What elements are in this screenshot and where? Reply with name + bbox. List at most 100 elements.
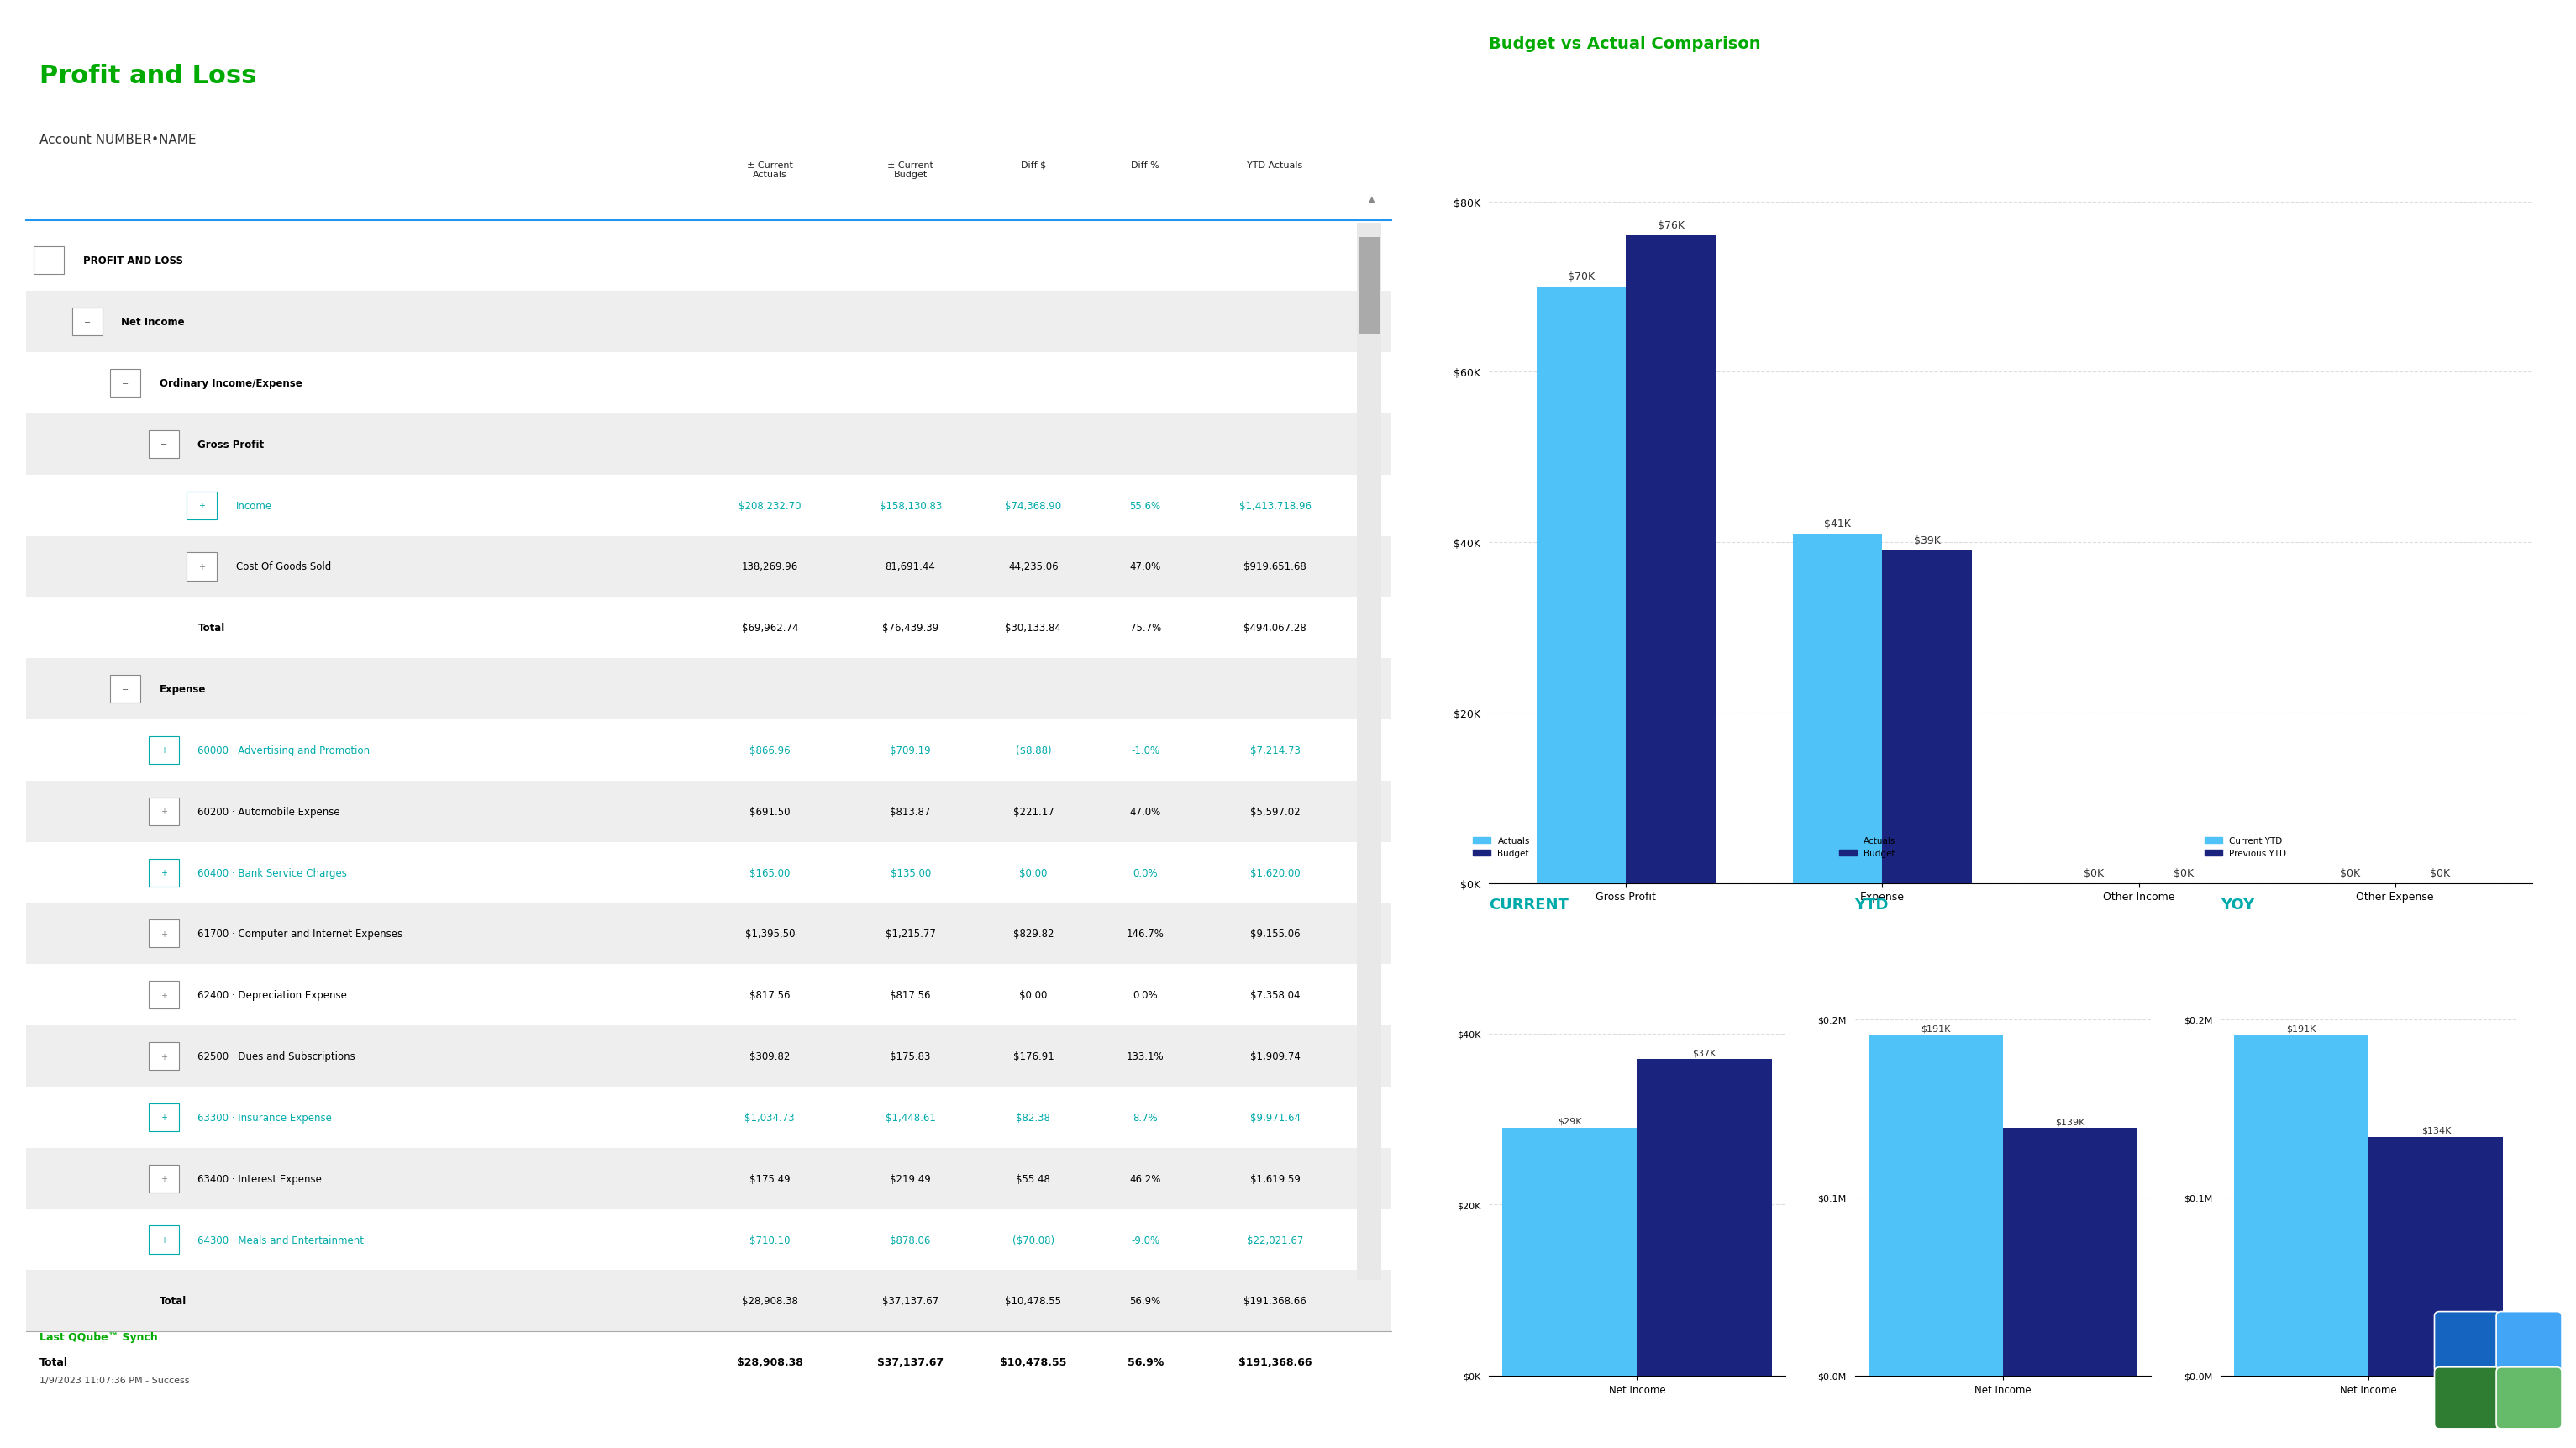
Text: Total: Total xyxy=(160,1296,185,1306)
Text: $829.82: $829.82 xyxy=(1012,928,1054,940)
Text: Expense: Expense xyxy=(160,683,206,695)
Text: −: − xyxy=(121,685,129,694)
Text: −: − xyxy=(121,379,129,388)
Bar xyxy=(1358,223,1381,1280)
Text: $866.96: $866.96 xyxy=(750,744,791,756)
Text: $817.56: $817.56 xyxy=(891,989,930,1001)
Text: $37K: $37K xyxy=(1692,1048,1716,1057)
Text: CURRENT: CURRENT xyxy=(1489,898,1569,912)
Text: $175.83: $175.83 xyxy=(891,1051,930,1061)
Bar xyxy=(26,904,1391,964)
Text: $139K: $139K xyxy=(2056,1118,2084,1125)
Text: $37,137.67: $37,137.67 xyxy=(878,1357,943,1367)
Text: $10,478.55: $10,478.55 xyxy=(999,1357,1066,1367)
Text: ± Current
Actuals: ± Current Actuals xyxy=(747,161,793,180)
Text: $813.87: $813.87 xyxy=(891,807,930,817)
Bar xyxy=(26,780,1391,843)
FancyBboxPatch shape xyxy=(188,553,216,581)
Text: 81,691.44: 81,691.44 xyxy=(886,562,935,572)
Text: Account NUMBER•NAME: Account NUMBER•NAME xyxy=(39,133,196,146)
Text: 60000 · Advertising and Promotion: 60000 · Advertising and Promotion xyxy=(198,744,371,756)
Text: Income: Income xyxy=(237,501,273,511)
Text: $221.17: $221.17 xyxy=(1012,807,1054,817)
Text: −: − xyxy=(46,256,52,265)
Text: $817.56: $817.56 xyxy=(750,989,791,1001)
FancyBboxPatch shape xyxy=(2496,1312,2561,1373)
Text: ▲: ▲ xyxy=(1368,194,1376,203)
Text: +: + xyxy=(160,1114,167,1122)
Text: +: + xyxy=(160,1174,167,1183)
Text: 46.2%: 46.2% xyxy=(1131,1173,1162,1184)
Text: 60400 · Bank Service Charges: 60400 · Bank Service Charges xyxy=(198,867,348,877)
Bar xyxy=(1625,236,1716,883)
Text: +: + xyxy=(160,808,167,815)
Text: $134K: $134K xyxy=(2421,1127,2450,1134)
Text: Last QQube™ Synch: Last QQube™ Synch xyxy=(39,1332,157,1342)
Text: $30,133.84: $30,133.84 xyxy=(1005,623,1061,634)
Text: $1,034.73: $1,034.73 xyxy=(744,1112,796,1122)
Text: $709.19: $709.19 xyxy=(891,744,930,756)
Text: $5,597.02: $5,597.02 xyxy=(1249,807,1301,817)
Bar xyxy=(1535,287,1625,883)
Bar xyxy=(26,1148,1391,1209)
Text: 0.0%: 0.0% xyxy=(1133,989,1157,1001)
Text: 62400 · Depreciation Expense: 62400 · Depreciation Expense xyxy=(198,989,348,1001)
Text: $165.00: $165.00 xyxy=(750,867,791,877)
Text: +: + xyxy=(160,869,167,877)
Text: Budget vs Actual Comparison: Budget vs Actual Comparison xyxy=(1489,36,1762,52)
FancyBboxPatch shape xyxy=(149,430,178,459)
Text: Profit and Loss: Profit and Loss xyxy=(39,64,258,88)
Text: $0K: $0K xyxy=(2084,867,2105,877)
Text: $191K: $191K xyxy=(1922,1025,1950,1032)
Bar xyxy=(26,964,1391,1025)
Text: $1,395.50: $1,395.50 xyxy=(744,928,796,940)
Text: $0K: $0K xyxy=(2174,867,2195,877)
Text: $309.82: $309.82 xyxy=(750,1051,791,1061)
Text: $74,368.90: $74,368.90 xyxy=(1005,501,1061,511)
Bar xyxy=(26,1025,1391,1087)
Bar xyxy=(26,1209,1391,1270)
Text: 56.9%: 56.9% xyxy=(1131,1296,1162,1306)
Text: $191,368.66: $191,368.66 xyxy=(1244,1296,1306,1306)
Text: 64300 · Meals and Entertainment: 64300 · Meals and Entertainment xyxy=(198,1234,363,1245)
FancyBboxPatch shape xyxy=(149,919,178,948)
Text: ($8.88): ($8.88) xyxy=(1015,744,1051,756)
Text: +: + xyxy=(198,563,206,571)
Bar xyxy=(2233,1035,2367,1376)
FancyBboxPatch shape xyxy=(149,859,178,886)
Text: -9.0%: -9.0% xyxy=(1131,1234,1159,1245)
Text: $1,909.74: $1,909.74 xyxy=(1249,1051,1301,1061)
Bar xyxy=(1636,1060,1772,1376)
Text: $0.00: $0.00 xyxy=(1020,867,1048,877)
Text: $191K: $191K xyxy=(2287,1025,2316,1032)
Bar xyxy=(26,353,1391,414)
Text: 55.6%: 55.6% xyxy=(1131,501,1162,511)
Text: Diff $: Diff $ xyxy=(1020,161,1046,169)
Text: 60200 · Automobile Expense: 60200 · Automobile Expense xyxy=(198,807,340,817)
Text: 1/9/2023 11:07:36 PM - Success: 1/9/2023 11:07:36 PM - Success xyxy=(39,1376,191,1384)
FancyBboxPatch shape xyxy=(72,308,103,336)
Text: PROFIT AND LOSS: PROFIT AND LOSS xyxy=(82,256,183,266)
Text: +: + xyxy=(160,1053,167,1060)
Legend: Actuals, Budget: Actuals, Budget xyxy=(1834,833,1899,862)
FancyBboxPatch shape xyxy=(33,248,64,275)
Bar xyxy=(1793,534,1883,883)
Text: +: + xyxy=(160,1235,167,1244)
Text: $191,368.66: $191,368.66 xyxy=(1239,1357,1311,1367)
Bar xyxy=(26,1270,1391,1332)
Text: −: − xyxy=(160,440,167,449)
Text: $710.10: $710.10 xyxy=(750,1234,791,1245)
Text: YTD: YTD xyxy=(1855,898,1888,912)
Text: $10,478.55: $10,478.55 xyxy=(1005,1296,1061,1306)
FancyBboxPatch shape xyxy=(188,492,216,520)
Text: Cost Of Goods Sold: Cost Of Goods Sold xyxy=(237,562,332,572)
Text: $28,908.38: $28,908.38 xyxy=(737,1357,804,1367)
Bar xyxy=(1358,237,1381,334)
FancyBboxPatch shape xyxy=(149,1164,178,1193)
Text: $691.50: $691.50 xyxy=(750,807,791,817)
Text: YTD Actuals: YTD Actuals xyxy=(1247,161,1303,169)
Text: $9,155.06: $9,155.06 xyxy=(1249,928,1301,940)
Text: Total: Total xyxy=(198,623,224,634)
Text: ± Current
Budget: ± Current Budget xyxy=(886,161,933,180)
FancyBboxPatch shape xyxy=(149,1043,178,1070)
